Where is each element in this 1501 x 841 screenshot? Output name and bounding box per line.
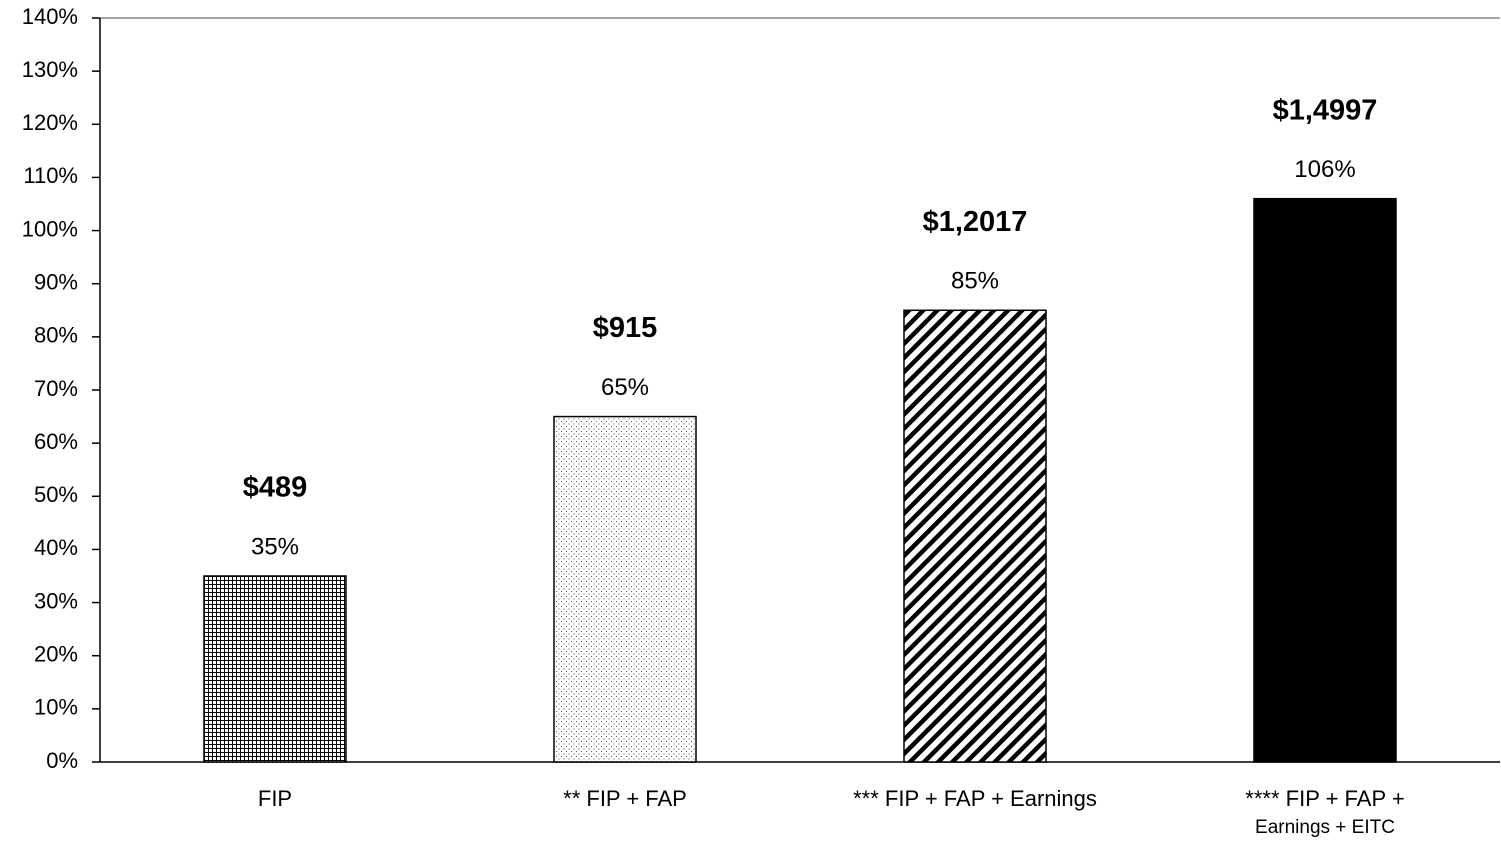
bar: [553, 415, 697, 763]
y-tick-label: 30%: [34, 588, 78, 613]
y-tick-label: 80%: [34, 323, 78, 348]
y-tick-label: 110%: [23, 163, 78, 188]
y-tick-label: 40%: [34, 535, 78, 560]
value-label: 35%: [251, 533, 299, 560]
y-tick-label: 120%: [22, 110, 78, 135]
amount-label: $915: [593, 312, 658, 344]
bar: [203, 575, 347, 763]
y-tick-label: 60%: [34, 429, 78, 454]
x-tick-label: ** FIP + FAP: [563, 786, 687, 811]
x-tick-label: *** FIP + FAP + Earnings: [853, 786, 1097, 811]
y-tick-label: 90%: [34, 270, 78, 295]
amount-label: $1,4997: [1273, 94, 1378, 126]
bar: [903, 309, 1047, 763]
y-tick-label: 100%: [22, 216, 78, 241]
x-tick-label: **** FIP + FAP + Earnings + EITC: [1245, 786, 1404, 838]
y-tick-label: 130%: [22, 57, 78, 82]
y-tick-label: 140%: [22, 4, 78, 29]
amount-label: $489: [243, 472, 308, 504]
bar: [1253, 197, 1397, 763]
value-label: 65%: [601, 374, 649, 401]
y-tick-label: 10%: [34, 695, 78, 720]
x-tick-label: FIP: [258, 786, 292, 811]
y-tick-label: 20%: [34, 642, 78, 667]
value-label: 106%: [1294, 156, 1355, 183]
y-tick-label: 0%: [46, 748, 78, 773]
amount-label: $1,2017: [923, 206, 1028, 238]
value-label: 85%: [951, 268, 999, 295]
y-tick-label: 70%: [34, 376, 78, 401]
y-tick-label: 50%: [34, 482, 78, 507]
